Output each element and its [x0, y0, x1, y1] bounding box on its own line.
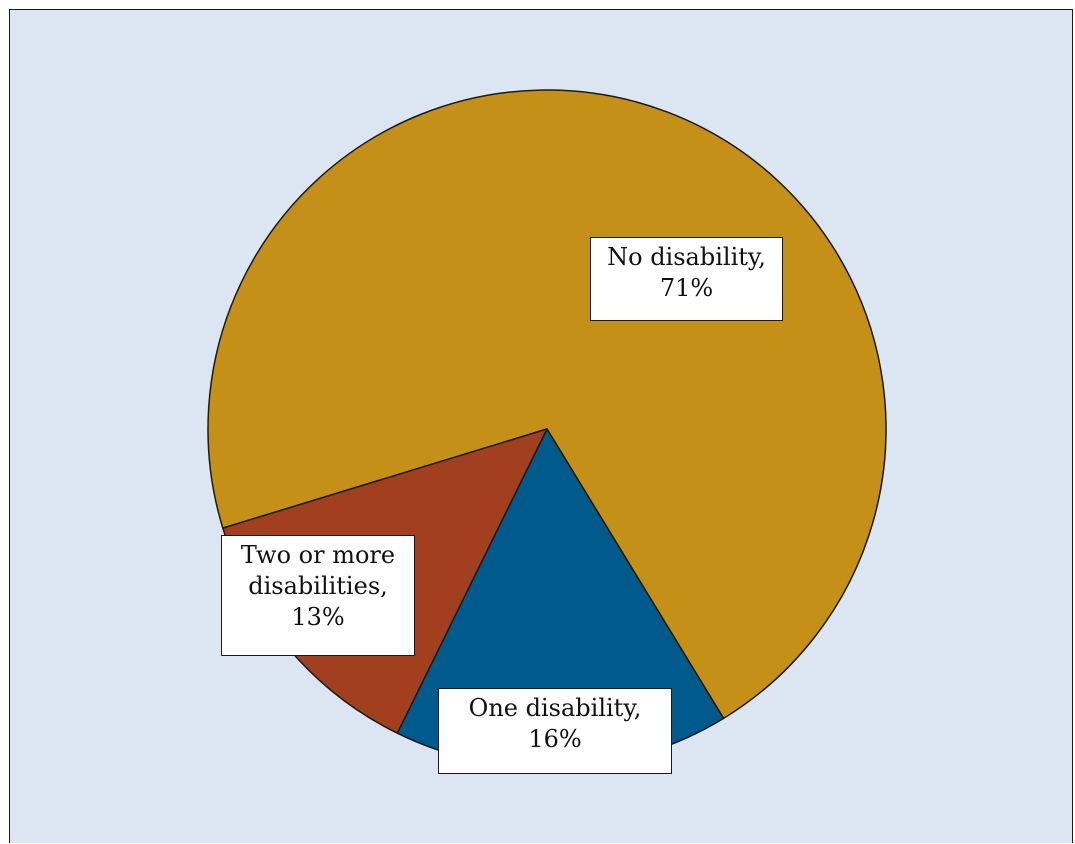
data-label-no-disability: No disability, 71%	[590, 237, 783, 321]
data-label-line: 13%	[291, 603, 345, 631]
data-label-line: disabilities,	[248, 572, 388, 600]
data-label-line: Two or more	[240, 541, 396, 569]
data-label-one-disability: One disability, 16%	[438, 688, 672, 774]
data-label-line: No disability,	[607, 243, 766, 271]
data-label-line: 16%	[528, 725, 582, 753]
data-label-two-or-more-disabilities: Two or more disabilities, 13%	[221, 535, 415, 656]
chart-area: No disability, 71% One disability, 16% T…	[9, 9, 1073, 843]
data-label-line: 71%	[659, 274, 714, 302]
data-label-line: One disability,	[468, 694, 642, 722]
